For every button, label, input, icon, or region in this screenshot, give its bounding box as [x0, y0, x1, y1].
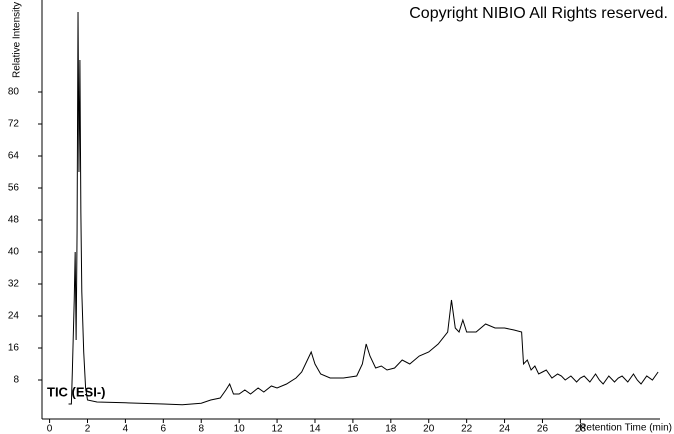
- x-tick-label: 20: [423, 424, 435, 434]
- annotation: TIC (ESI-): [47, 384, 106, 399]
- y-axis-label: Relative Intensity: [12, 2, 23, 78]
- x-tick-label: 0: [47, 424, 53, 434]
- y-tick-label: 24: [8, 311, 20, 322]
- y-tick-label: 40: [8, 247, 20, 258]
- y-tick-label: 72: [8, 119, 20, 130]
- x-tick-label: 4: [123, 424, 129, 434]
- y-tick-label: 80: [8, 87, 20, 98]
- x-tick-label: 22: [461, 424, 473, 434]
- x-tick-label: 6: [161, 424, 167, 434]
- x-tick-label: 18: [385, 424, 397, 434]
- x-tick-label: 16: [347, 424, 359, 434]
- x-tick-label: 14: [309, 424, 321, 434]
- x-tick-label: 24: [499, 424, 511, 434]
- x-tick-label: 10: [234, 424, 246, 434]
- y-tick-label: 16: [8, 343, 20, 354]
- x-tick-label: 8: [198, 424, 204, 434]
- y-tick-label: 64: [8, 151, 20, 162]
- y-tick-label: 32: [8, 279, 20, 290]
- y-tick-label: 8: [13, 375, 19, 386]
- x-tick-label: 12: [272, 424, 284, 434]
- data-line: [68, 11, 659, 406]
- copyright: Copyright NIBIO All Rights reserved.: [409, 5, 668, 22]
- x-tick-label: 2: [85, 424, 91, 434]
- y-tick-label: 56: [8, 183, 20, 194]
- x-tick-label: 26: [537, 424, 549, 434]
- x-tick-label: 28: [575, 424, 587, 434]
- y-tick-label: 48: [8, 215, 20, 226]
- x-axis-label: Retention Time (min): [579, 423, 672, 434]
